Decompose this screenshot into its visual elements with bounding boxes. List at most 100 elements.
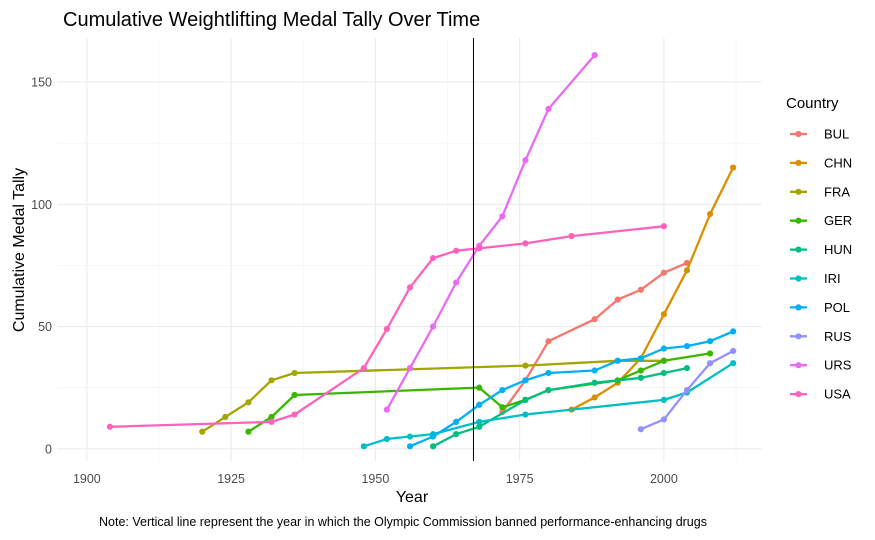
data-point bbox=[660, 357, 668, 364]
legend-label: RUS bbox=[824, 329, 852, 344]
data-point bbox=[383, 435, 391, 443]
data-point bbox=[591, 367, 598, 374]
data-point bbox=[476, 418, 483, 425]
data-point bbox=[476, 245, 483, 252]
legend-item-urs: URS bbox=[790, 358, 852, 373]
data-point bbox=[660, 396, 668, 403]
data-point bbox=[268, 377, 275, 384]
data-point bbox=[360, 364, 367, 372]
chart-caption: Note: Vertical line represent the year i… bbox=[99, 515, 707, 529]
legend-item-iri: IRI bbox=[790, 271, 841, 286]
data-point bbox=[660, 416, 668, 423]
data-point bbox=[522, 411, 529, 418]
legend-item-fra: FRA bbox=[790, 184, 850, 199]
data-point bbox=[222, 413, 229, 421]
y-axis-title: Cumulative Medal Tally bbox=[11, 168, 28, 332]
y-tick-label: 100 bbox=[31, 198, 52, 212]
data-point bbox=[706, 210, 714, 218]
x-tick-label: 1900 bbox=[73, 472, 101, 486]
data-point bbox=[730, 347, 737, 355]
legend-label: GER bbox=[824, 213, 852, 228]
legend-key-point bbox=[795, 130, 802, 138]
data-point bbox=[637, 286, 644, 293]
data-point bbox=[614, 357, 621, 364]
legend-item-rus: RUS bbox=[790, 329, 852, 344]
legend-label: BUL bbox=[824, 127, 849, 142]
legend-label: IRI bbox=[824, 271, 841, 286]
data-point bbox=[429, 323, 437, 330]
data-point bbox=[245, 428, 252, 435]
data-point bbox=[706, 350, 714, 357]
legend-label: FRA bbox=[824, 184, 850, 199]
data-point bbox=[522, 377, 529, 384]
legend-key-point bbox=[795, 304, 802, 311]
data-point bbox=[683, 364, 691, 372]
y-tick-label: 50 bbox=[38, 320, 52, 334]
series-line bbox=[570, 166, 735, 411]
x-tick-label: 1975 bbox=[506, 472, 534, 486]
data-point bbox=[660, 345, 668, 352]
data-point bbox=[429, 433, 437, 440]
data-point bbox=[268, 418, 275, 425]
legend: Country BUL CHN FRA GER HUN IRI POL RUS URS USA bbox=[786, 95, 852, 402]
data-point bbox=[660, 369, 668, 377]
data-point bbox=[730, 328, 737, 335]
legend-key-point bbox=[795, 188, 802, 195]
data-point bbox=[268, 413, 275, 421]
data-point bbox=[522, 362, 529, 369]
data-point bbox=[429, 443, 437, 450]
x-tick-label: 2000 bbox=[650, 472, 678, 486]
legend-item-hun: HUN bbox=[790, 242, 852, 257]
grid bbox=[58, 38, 762, 461]
data-point bbox=[522, 157, 529, 164]
series-line bbox=[385, 53, 596, 411]
legend-item-pol: POL bbox=[790, 300, 850, 315]
x-axis-title: Year bbox=[396, 489, 429, 506]
legend-label: CHN bbox=[824, 155, 852, 170]
data-point bbox=[637, 426, 644, 433]
data-point bbox=[199, 428, 206, 435]
data-point bbox=[291, 391, 298, 399]
data-point bbox=[591, 52, 598, 59]
data-point bbox=[383, 325, 391, 333]
series-line bbox=[408, 330, 735, 448]
legend-key-point bbox=[795, 275, 802, 282]
x-axis: 1900 1925 1950 1975 2000 bbox=[73, 472, 678, 486]
y-axis: 0 50 100 150 bbox=[31, 76, 52, 457]
legend-key-point bbox=[795, 362, 802, 369]
data-point bbox=[706, 338, 714, 345]
data-point bbox=[545, 338, 552, 345]
legend-label: HUN bbox=[824, 242, 852, 257]
legend-key-point bbox=[795, 391, 802, 398]
data-point bbox=[660, 223, 668, 230]
data-point bbox=[453, 247, 460, 254]
data-point bbox=[476, 423, 483, 430]
legend-key-point bbox=[795, 217, 802, 224]
data-point bbox=[499, 213, 506, 220]
series-hun bbox=[429, 364, 691, 450]
data-point bbox=[406, 284, 414, 291]
legend-item-ger: GER bbox=[790, 213, 852, 228]
legend-key-point bbox=[795, 333, 802, 340]
data-point bbox=[522, 396, 529, 403]
data-point bbox=[453, 418, 460, 425]
legend-item-chn: CHN bbox=[790, 155, 852, 170]
y-tick-label: 0 bbox=[45, 442, 52, 456]
series-usa bbox=[106, 223, 668, 430]
series-line bbox=[431, 366, 689, 448]
data-point bbox=[660, 311, 668, 318]
data-point bbox=[291, 411, 298, 418]
x-tick-label: 1950 bbox=[361, 472, 389, 486]
data-point bbox=[637, 355, 644, 362]
data-point bbox=[499, 404, 506, 411]
data-point bbox=[730, 360, 737, 367]
data-point bbox=[568, 232, 575, 240]
data-point bbox=[406, 433, 414, 440]
data-point bbox=[637, 367, 644, 374]
data-point bbox=[476, 384, 483, 391]
series-bul bbox=[499, 259, 691, 416]
data-point bbox=[245, 399, 252, 406]
data-point bbox=[429, 254, 437, 262]
data-point bbox=[406, 443, 414, 450]
